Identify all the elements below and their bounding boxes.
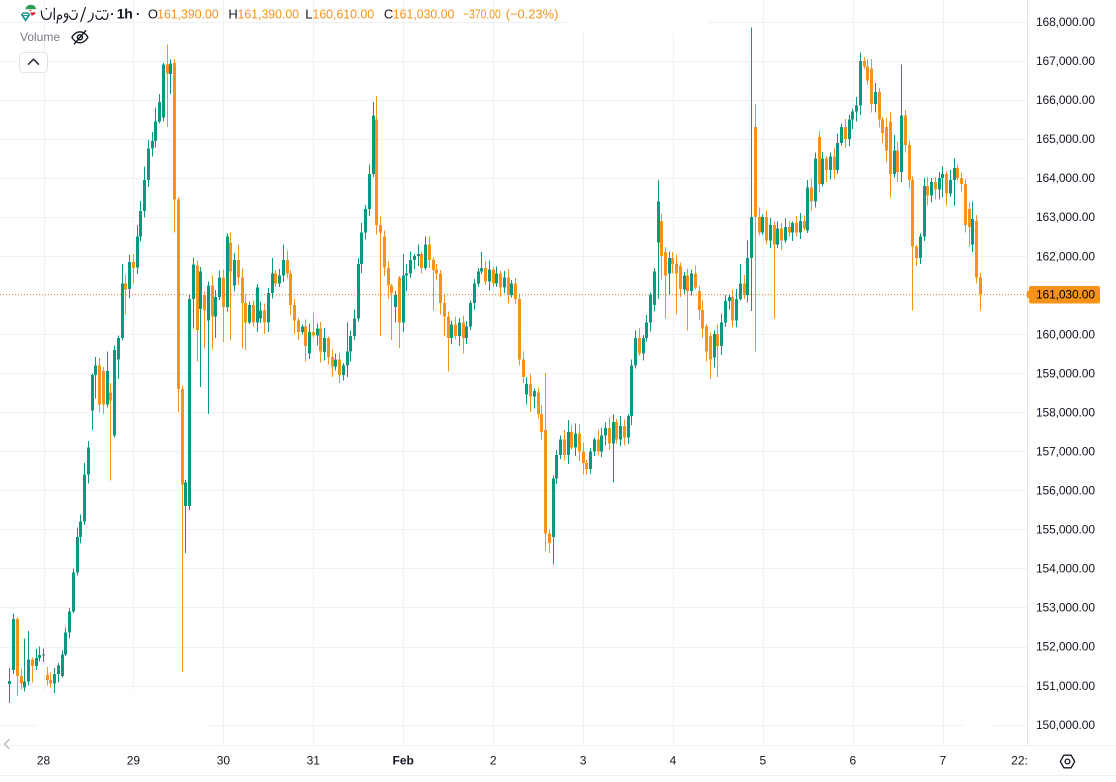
svg-text:(−0.23%): (−0.23%) (506, 7, 559, 22)
svg-text:164,000.00: 164,000.00 (1036, 171, 1095, 185)
svg-text:Volume: Volume (20, 30, 60, 44)
svg-text:152,000.00: 152,000.00 (1036, 640, 1095, 654)
svg-text:H: H (228, 7, 237, 22)
svg-text:151,000.00: 151,000.00 (1036, 679, 1095, 693)
svg-text:158,000.00: 158,000.00 (1036, 405, 1095, 419)
svg-text:O: O (148, 7, 158, 22)
svg-text:5: 5 (760, 754, 767, 768)
svg-text:160,610.00: 160,610.00 (313, 7, 375, 22)
svg-text:161,390.00: 161,390.00 (157, 7, 219, 22)
svg-text:155,000.00: 155,000.00 (1036, 523, 1095, 537)
svg-text:C: C (384, 7, 393, 22)
svg-text:22:: 22: (1011, 754, 1028, 768)
svg-text:162,000.00: 162,000.00 (1036, 249, 1095, 263)
svg-text:30: 30 (217, 754, 231, 768)
svg-text:167,000.00: 167,000.00 (1036, 54, 1095, 68)
svg-text:163,000.00: 163,000.00 (1036, 210, 1095, 224)
svg-text:6: 6 (850, 754, 857, 768)
svg-text:−370.00: −370.00 (463, 7, 501, 22)
svg-text:28: 28 (37, 754, 51, 768)
svg-text:161,390.00: 161,390.00 (238, 7, 300, 22)
svg-text:150,000.00: 150,000.00 (1036, 718, 1095, 732)
svg-text:·: · (110, 7, 114, 22)
svg-text:156,000.00: 156,000.00 (1036, 484, 1095, 498)
svg-text:157,000.00: 157,000.00 (1036, 445, 1095, 459)
svg-text:160,000.00: 160,000.00 (1036, 327, 1095, 341)
svg-text:Feb: Feb (393, 754, 414, 768)
svg-text:161,030.00: 161,030.00 (1036, 288, 1095, 302)
svg-text:29: 29 (127, 754, 141, 768)
svg-text:159,000.00: 159,000.00 (1036, 366, 1095, 380)
svg-text:161,030.00: 161,030.00 (393, 7, 455, 22)
svg-text:7: 7 (939, 754, 946, 768)
svg-text:2: 2 (490, 754, 497, 768)
svg-text:4: 4 (670, 754, 677, 768)
svg-text:31: 31 (307, 754, 321, 768)
svg-text:165,000.00: 165,000.00 (1036, 132, 1095, 146)
svg-text:153,000.00: 153,000.00 (1036, 601, 1095, 615)
svg-text:·: · (136, 7, 140, 22)
svg-text:166,000.00: 166,000.00 (1036, 93, 1095, 107)
svg-text:3: 3 (580, 754, 587, 768)
svg-text:154,000.00: 154,000.00 (1036, 562, 1095, 576)
svg-text:168,000.00: 168,000.00 (1036, 15, 1095, 29)
svg-text:1h: 1h (117, 6, 133, 22)
svg-text:L: L (305, 7, 312, 22)
